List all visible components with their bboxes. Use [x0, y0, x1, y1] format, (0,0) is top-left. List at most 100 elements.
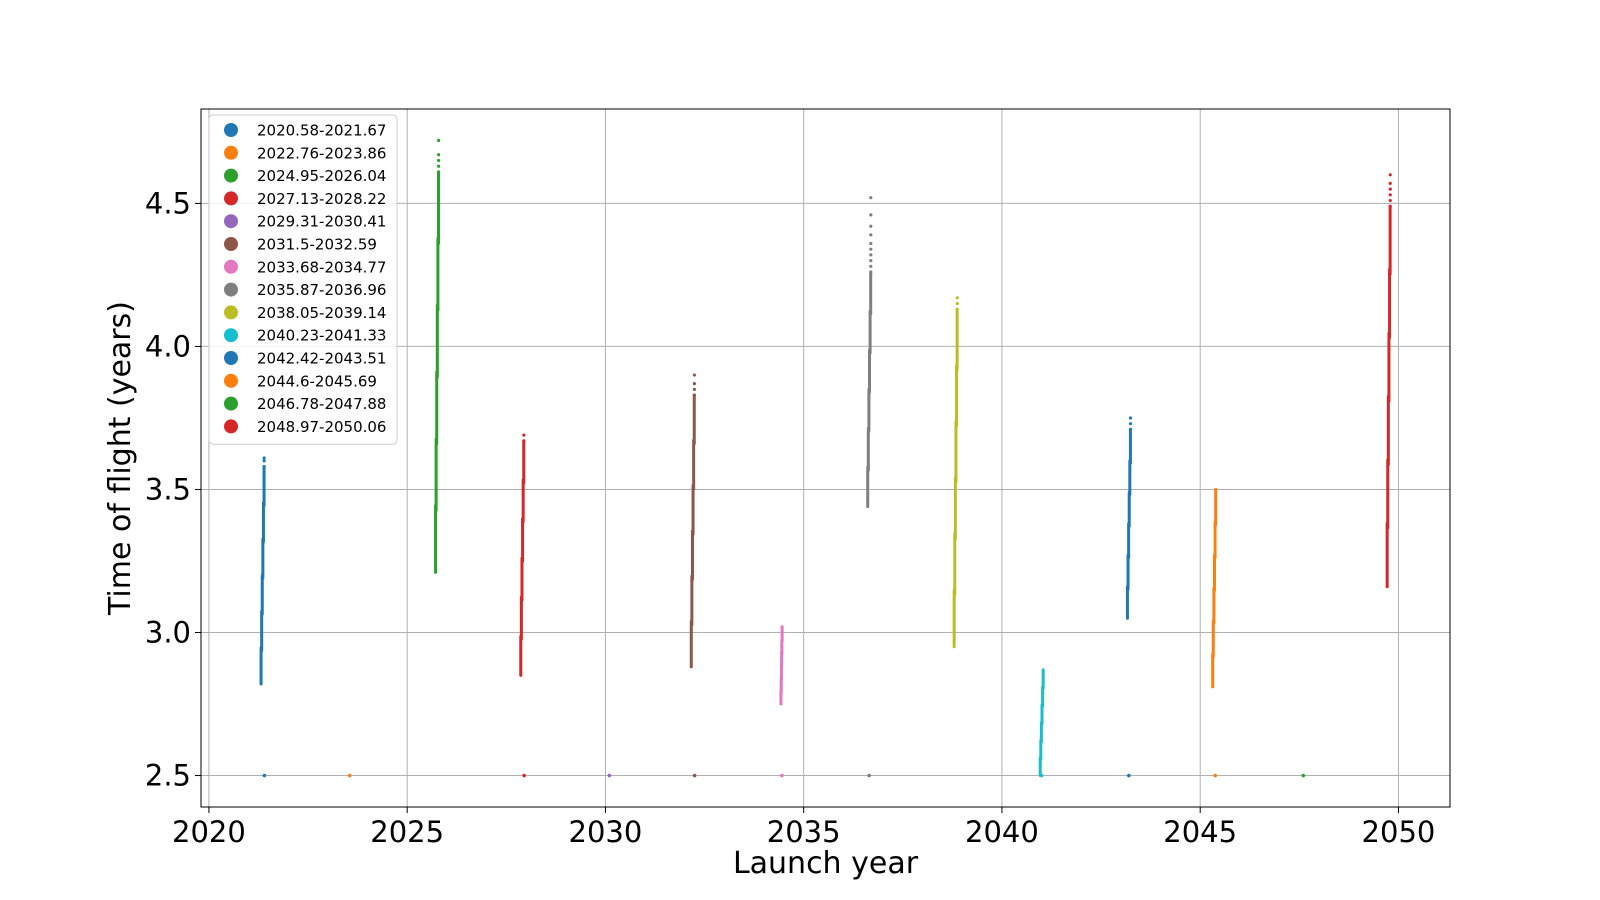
legend-marker [224, 351, 238, 365]
y-axis-label: Time of flight (years) [103, 301, 138, 616]
y-tick-label: 4.5 [145, 186, 191, 220]
legend-marker [224, 419, 238, 434]
data-point [437, 153, 441, 157]
series [952, 296, 959, 649]
data-point [1388, 173, 1392, 177]
data-point [869, 247, 873, 251]
series [347, 773, 352, 778]
data-point [1388, 204, 1392, 208]
y-tick-label: 2.5 [145, 759, 191, 793]
legend-marker [224, 237, 238, 251]
legend-entry-label: 2048.97-2050.06 [257, 418, 386, 436]
series [1211, 487, 1218, 778]
data-point [869, 196, 873, 200]
series [519, 433, 526, 778]
x-tick-label: 2045 [1163, 815, 1237, 849]
baseline-point [1039, 773, 1044, 778]
baseline-point [867, 773, 871, 778]
baseline-point [347, 773, 352, 778]
series [1038, 668, 1045, 778]
legend-entry-label: 2038.05-2039.14 [257, 304, 386, 322]
y-tick-label: 3.0 [145, 616, 191, 650]
data-point [522, 433, 526, 437]
legend-entry-label: 2024.95-2026.04 [257, 167, 386, 185]
grid [201, 109, 1450, 807]
x-tick-label: 2025 [370, 815, 444, 849]
series [1385, 173, 1392, 589]
legend-marker [224, 396, 238, 411]
series [689, 373, 697, 778]
axis-ticks: 2020 2025 2030 2035 2040 2045 2050 2.5 3.0 3.5 4.0… [145, 186, 1435, 849]
data-point [869, 264, 873, 268]
x-tick-label: 2030 [569, 815, 643, 849]
legend-marker [224, 259, 238, 274]
x-tick-label: 2035 [767, 815, 841, 849]
legend-entry-label: 2033.68-2034.77 [257, 258, 386, 276]
data-point [955, 307, 959, 311]
legend-marker [224, 123, 238, 137]
legend-entry-label: 2020.58-2021.67 [257, 122, 386, 140]
data-point [1128, 427, 1133, 431]
legend-marker [224, 282, 238, 297]
legend-entry-label: 2022.76-2023.86 [257, 144, 386, 162]
series [866, 196, 873, 778]
data-point [1388, 187, 1392, 191]
data-point [1128, 416, 1133, 420]
series [1125, 416, 1133, 778]
data-point [1388, 193, 1392, 197]
series [779, 625, 784, 778]
data-point [869, 241, 873, 246]
baseline-point [1127, 773, 1131, 778]
series [1301, 773, 1306, 778]
data-point [437, 158, 441, 163]
data-point [692, 373, 696, 377]
baseline-point [692, 773, 697, 778]
y-tick-label: 4.0 [145, 329, 191, 363]
data-point [692, 387, 696, 391]
plot-data [259, 138, 1392, 778]
data-point [692, 382, 696, 386]
data-point [692, 393, 696, 397]
data-point [262, 464, 266, 469]
x-axis-label: Launch year [733, 846, 919, 881]
legend-entry-label: 2042.42-2043.51 [257, 350, 386, 368]
series [259, 456, 267, 778]
legend-entry-label: 2035.87-2036.96 [257, 281, 386, 299]
legend-entry-label: 2029.31-2030.41 [257, 213, 386, 231]
data-point [869, 253, 873, 257]
x-tick-label: 2020 [172, 815, 246, 849]
legend-entry-label: 2031.5-2032.59 [257, 236, 377, 254]
baseline-point [1213, 773, 1218, 778]
data-point [1214, 487, 1218, 492]
legend-entry-label: 2027.13-2028.22 [257, 190, 386, 208]
legend-entry-label: 2044.6-2045.69 [257, 372, 377, 390]
x-tick-label: 2050 [1362, 815, 1436, 849]
legend-marker [224, 191, 238, 206]
data-point [869, 224, 873, 228]
baseline-point [262, 773, 267, 778]
data-point [437, 164, 441, 168]
data-point [437, 170, 441, 174]
data-point [262, 459, 266, 463]
legend-marker [224, 214, 238, 229]
x-tick-label: 2040 [965, 815, 1039, 849]
data-point [955, 296, 959, 300]
legend-marker [224, 328, 238, 343]
data-point [869, 270, 873, 274]
data-point [869, 233, 873, 237]
data-point [1388, 198, 1392, 203]
data-point [869, 259, 873, 263]
data-point [1128, 422, 1133, 426]
legend-marker [224, 168, 238, 183]
data-point [869, 213, 873, 217]
legend-entry-label: 2040.23-2041.33 [257, 327, 386, 345]
baseline-point [780, 773, 784, 778]
series [434, 138, 441, 574]
baseline-point [522, 773, 526, 778]
baseline-point [607, 773, 612, 778]
legend-marker [224, 145, 238, 160]
data-point [522, 439, 526, 443]
y-tick-label: 3.5 [145, 472, 191, 506]
legend-entry-label: 2046.78-2047.88 [257, 395, 386, 413]
